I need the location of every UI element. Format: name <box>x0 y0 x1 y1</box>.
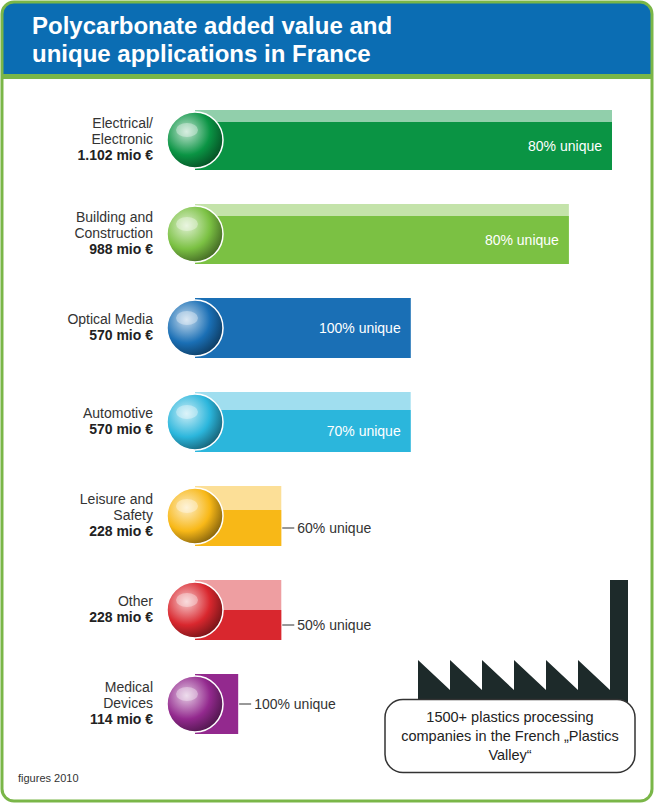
title: Polycarbonate added value andunique appl… <box>32 12 392 67</box>
annotation-line: Valley“ <box>488 747 531 763</box>
category-line: Automotive <box>83 405 153 421</box>
annotation: 1500+ plastics processing companies in th… <box>401 709 619 763</box>
annotation-line: companies in the French „Plastics <box>401 728 619 744</box>
header-stripe <box>2 74 652 79</box>
title-line: unique applications in France <box>32 40 371 67</box>
value-label: 228 mio € <box>89 523 153 539</box>
unique-label: 70% unique <box>327 423 401 439</box>
category-label: Leisure andSafety <box>80 491 153 523</box>
unique-label: 80% unique <box>528 138 602 154</box>
unique-label: 100% unique <box>254 696 336 712</box>
value-label: 228 mio € <box>89 609 153 625</box>
unique-label: 60% unique <box>297 520 371 536</box>
unique-label: 80% unique <box>485 232 559 248</box>
category-line: Devices <box>103 695 153 711</box>
icon <box>167 676 223 732</box>
leader-line <box>239 704 251 705</box>
bar-unique <box>195 410 411 452</box>
category-line: Construction <box>74 225 153 241</box>
value-label: 570 mio € <box>89 327 153 343</box>
bar-total <box>195 392 411 452</box>
icon <box>167 206 223 262</box>
icons <box>167 112 223 732</box>
category-line: Safety <box>113 507 153 523</box>
value-label: 114 mio € <box>90 711 153 727</box>
value-label: 570 mio € <box>89 421 153 437</box>
bar-total <box>195 204 569 264</box>
title-line: Polycarbonate added value and <box>32 12 392 39</box>
footnote: figures 2010 <box>18 772 79 784</box>
header <box>2 2 652 79</box>
leader-line <box>282 528 294 529</box>
labels: 80% unique Electrical/Electronic1.102 mio… <box>67 115 602 727</box>
leader-line <box>282 625 294 626</box>
category-label: Optical Media <box>67 311 153 327</box>
icon-highlight <box>176 217 198 231</box>
icon <box>167 582 223 638</box>
bar-total <box>195 298 411 358</box>
icon <box>167 394 223 450</box>
header-band <box>2 2 652 74</box>
unique-label: 50% unique <box>297 617 371 633</box>
category-line: Leisure and <box>80 491 153 507</box>
category-label: MedicalDevices <box>103 679 153 711</box>
unique-label: 100% unique <box>319 320 401 336</box>
category-label: Building andConstruction <box>74 209 153 241</box>
category-line: Electronic <box>92 131 153 147</box>
bar-unique <box>195 122 612 170</box>
category-line: Optical Media <box>67 311 153 327</box>
category-label: Automotive <box>83 405 153 421</box>
category-label: Other <box>118 593 153 609</box>
category-label: Electrical/Electronic <box>92 115 154 147</box>
icon <box>167 112 223 168</box>
icon-highlight <box>176 687 198 701</box>
bars <box>195 110 612 734</box>
annotation-line: 1500+ plastics processing <box>426 709 593 725</box>
icon <box>167 300 223 356</box>
category-line: Other <box>118 593 153 609</box>
bar-total <box>195 110 612 170</box>
category-line: Medical <box>105 679 153 695</box>
icon-highlight <box>176 499 198 513</box>
annotation-bubble <box>385 700 635 773</box>
bar-unique <box>195 298 411 358</box>
chart: Polycarbonate added value andunique appl… <box>0 0 654 803</box>
frame-bg <box>2 2 652 801</box>
icon-highlight <box>176 593 198 607</box>
category-line: Building and <box>76 209 153 225</box>
icon <box>167 488 223 544</box>
value-label: 988 mio € <box>89 241 153 257</box>
bar-unique <box>195 216 569 264</box>
icon-highlight <box>176 405 198 419</box>
value-label: 1.102 mio € <box>78 147 154 163</box>
frame-border <box>2 2 652 801</box>
icon-highlight <box>176 311 198 325</box>
category-line: Electrical/ <box>92 115 153 131</box>
icon-highlight <box>176 123 198 137</box>
